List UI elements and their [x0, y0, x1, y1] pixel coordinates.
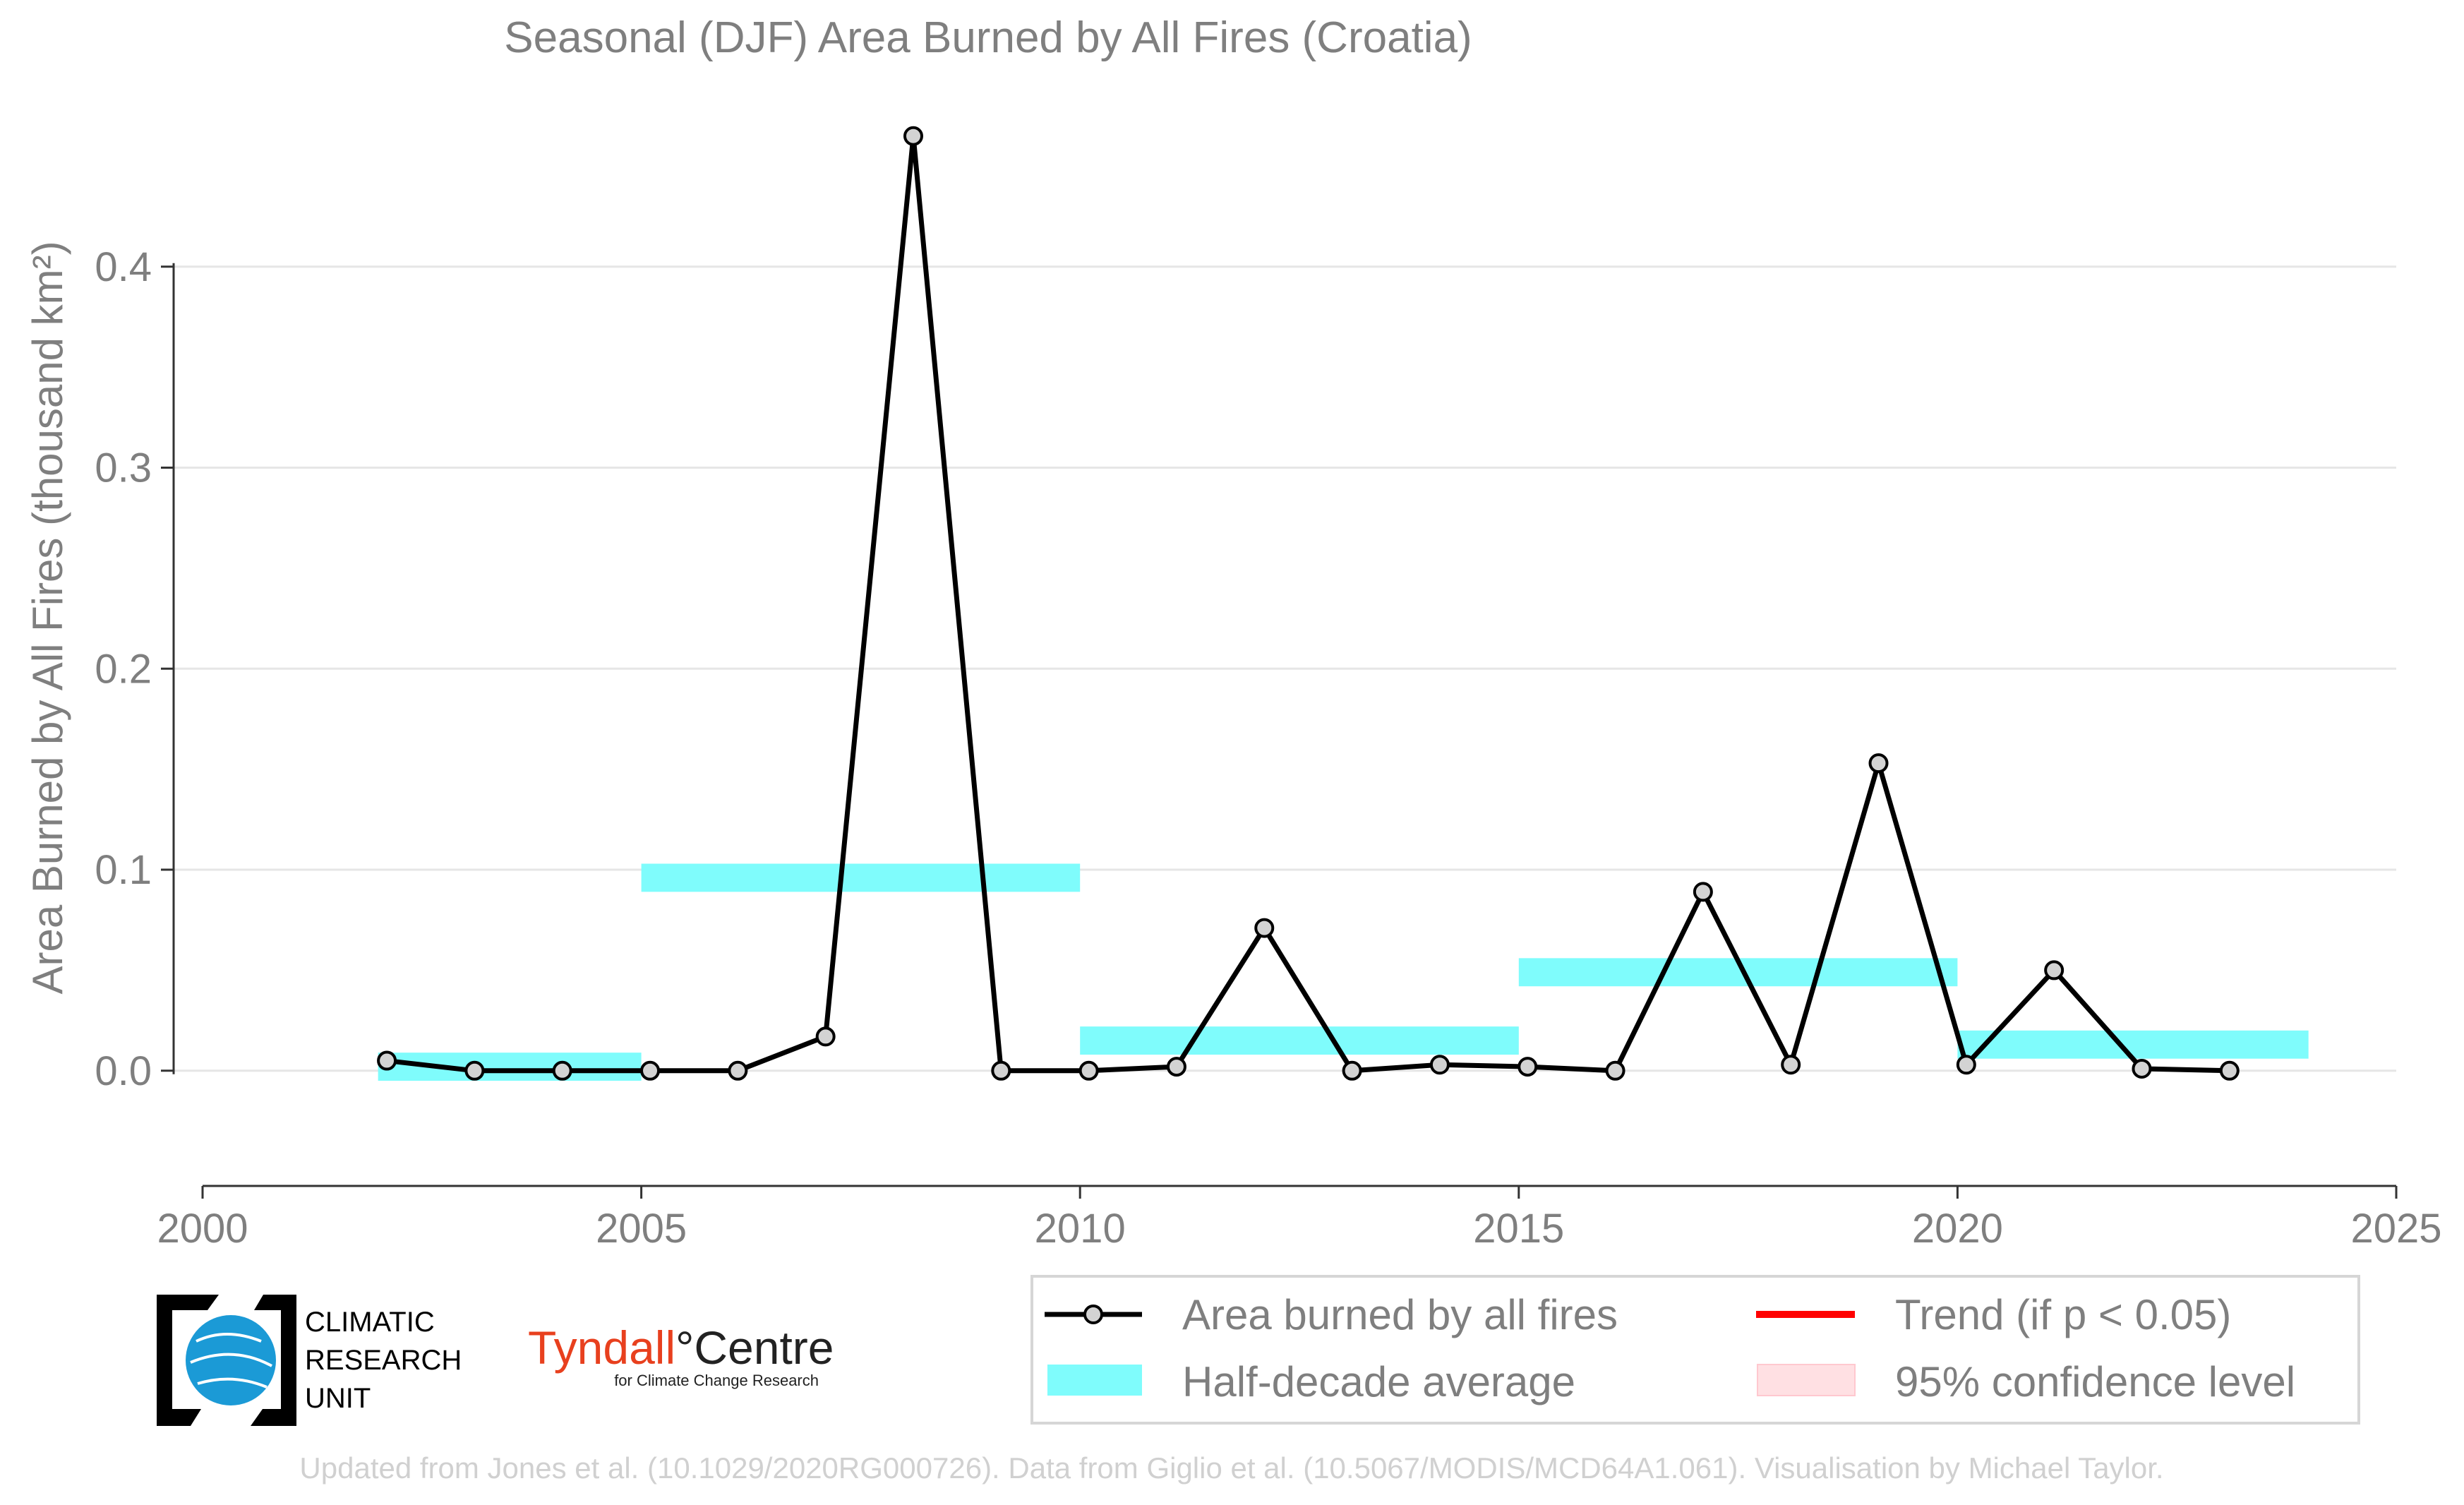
y-tick-label: 0.2: [95, 646, 152, 692]
area-burned-series: [377, 126, 2240, 1081]
x-tick-label: 2020: [1912, 1206, 2003, 1252]
x-tick-label: 2010: [1035, 1206, 1126, 1252]
data-point: [1693, 882, 1713, 902]
y-tick-label: 0.1: [95, 847, 152, 893]
data-point: [1254, 918, 1275, 938]
data-point: [464, 1060, 485, 1081]
data-point: [903, 126, 923, 146]
data-point: [1166, 1057, 1186, 1077]
tyndall-logo-subtitle: for Climate Change Research: [614, 1372, 819, 1389]
data-point: [2219, 1060, 2240, 1081]
y-tick-label: 0.3: [95, 445, 152, 491]
data-point: [552, 1060, 572, 1081]
data-point: [815, 1026, 836, 1047]
half-decade-band: [1080, 1026, 1519, 1055]
data-point: [1605, 1060, 1625, 1081]
y-axis-label: Area Burned by All Fires (thousand km²): [24, 241, 71, 994]
y-tick-label: 0.0: [95, 1048, 152, 1094]
legend-label-confidence: 95% confidence level: [1895, 1358, 2295, 1405]
x-tick-label: 2000: [157, 1206, 248, 1252]
data-point: [1342, 1060, 1362, 1081]
y-tick-label: 0.4: [95, 244, 152, 290]
data-point: [2044, 960, 2065, 981]
legend-label-half-decade: Half-decade average: [1182, 1358, 1575, 1405]
x-tick-label: 2015: [1473, 1206, 1564, 1252]
tyndall-logo-word: Tyndall: [528, 1321, 675, 1374]
data-credit: Updated from Jones et al. (10.1029/2020R…: [299, 1451, 2163, 1485]
data-point: [728, 1060, 748, 1081]
tyndall-centre-logo: Tyndall °Centre for Climate Change Resea…: [528, 1321, 834, 1389]
legend-label-trend: Trend (if p < 0.05): [1895, 1291, 2231, 1338]
cru-logo-line-2: RESEARCH: [305, 1345, 462, 1376]
data-point: [377, 1050, 397, 1071]
x-tick-label: 2025: [2350, 1206, 2441, 1252]
data-point: [2132, 1058, 2152, 1079]
chart-title: Seasonal (DJF) Area Burned by All Fires …: [504, 13, 1472, 62]
climatic-research-unit-logo: CLIMATIC RESEARCH UNIT: [157, 1295, 462, 1426]
data-point: [1078, 1060, 1099, 1081]
legend-swatch-marker: [1083, 1305, 1103, 1324]
data-point: [1781, 1055, 1801, 1075]
data-point: [1868, 753, 1889, 774]
data-point: [640, 1060, 661, 1081]
half-decade-band: [641, 863, 1081, 892]
series-line: [386, 133, 2230, 1074]
legend-swatch-confidence: [1757, 1364, 1856, 1396]
legend: Area burned by all fires Trend (if p < 0…: [1030, 1275, 2360, 1425]
data-point: [1518, 1057, 1538, 1077]
data-point: [991, 1060, 1011, 1081]
axes: [161, 263, 2398, 1199]
cru-logo-line-3: UNIT: [305, 1383, 371, 1414]
half-decade-band: [378, 1053, 642, 1081]
data-point: [1956, 1055, 1976, 1075]
half-decade-average-bands: [378, 863, 2309, 1081]
legend-label-area-burned: Area burned by all fires: [1182, 1291, 1618, 1338]
data-point: [1429, 1055, 1450, 1075]
legend-frame: [1030, 1275, 2360, 1425]
half-decade-band: [1957, 1030, 2309, 1059]
tick-labels: 0.0 0.1 0.2 0.3 0.4 2000 2005 2010 2015 2020 2025: [95, 244, 2441, 1252]
gridlines: [174, 265, 2396, 1072]
cru-logo-line-1: CLIMATIC: [305, 1307, 435, 1338]
legend-swatches: [1045, 1305, 1856, 1396]
tyndall-logo-centre: °Centre: [675, 1321, 834, 1374]
x-tick-label: 2005: [596, 1206, 687, 1252]
legend-swatch-half-decade: [1047, 1365, 1142, 1396]
